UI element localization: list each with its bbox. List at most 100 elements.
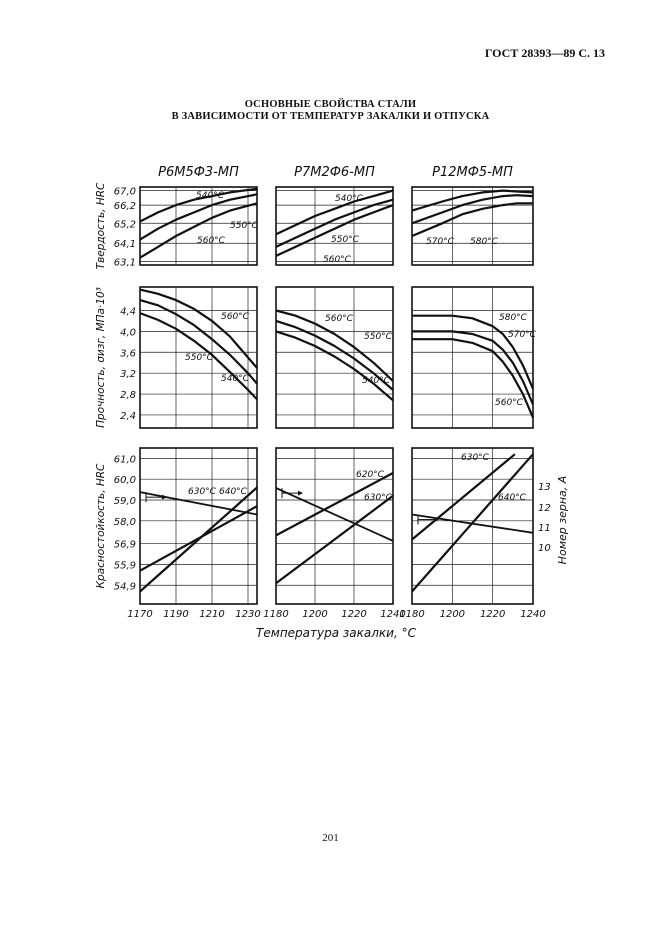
panel-frame [275,447,394,605]
series-curve [411,194,534,225]
y-tick-label: 2,8 [120,390,136,401]
x-tick-label: 1220 [480,609,505,620]
series-curve [139,288,258,369]
series-label: 550°С [331,235,360,245]
series-label: 560°С [325,314,354,324]
panel-frame [139,447,258,605]
y-tick-label: 3,6 [120,348,136,359]
y-tick-label: 61,0 [114,454,136,465]
right-tick-label: 13 [538,482,551,493]
series-label: 630°С [364,493,393,503]
grain-arrow-head [162,494,167,500]
x-axis-label: Температура закалки, °С [256,626,417,640]
x-tick-label: 1180 [263,609,288,620]
y-axis-label: Прочность, σизг, МПа·10³ [95,287,107,428]
series-curve [275,472,394,537]
right-axis-label: Номер зерна, А [556,476,569,565]
figure-title-line1: ОСНОВНЫЕ СВОЙСТВА СТАЛИ [244,99,417,110]
series-curve [139,202,258,259]
series-curve [412,314,535,390]
y-tick-label: 63,1 [114,257,136,268]
y-tick-label: 4,0 [120,327,136,338]
series-label: 620°С [356,470,385,480]
series-label: 540°С [221,374,250,384]
series-curve [275,198,394,248]
series-label: 540°С [335,194,364,204]
page-number: 201 [322,832,339,844]
panel-frame [411,286,534,429]
series-curve [139,187,258,223]
series-label: 550°С [364,332,393,342]
x-tick-label: 1170 [127,609,152,620]
series-curve [275,204,394,257]
y-tick-label: 2,4 [120,411,136,422]
y-axis-label: Красностойкость, HRC [95,463,107,588]
x-tick-label: 1190 [163,609,188,620]
x-tick-label: 1230 [235,609,260,620]
panel-frame [411,447,534,605]
x-tick-label: 1210 [199,609,224,620]
grade-title: Р6М5Ф3-МП [158,165,239,180]
x-tick-label: 1200 [302,609,327,620]
panel-frame [139,186,258,266]
figure-title-line2: В ЗАВИСИМОСТИ ОТ ТЕМПЕРАТУР ЗАКАЛКИ И ОТ… [171,111,490,122]
y-tick-label: 67,0 [114,187,136,198]
grain-size-line [275,487,394,542]
series-label: 550°С [230,221,259,231]
series-label: 550°С [185,353,214,363]
x-tick-label: 1180 [399,609,424,620]
grade-title: Р7М2Ф6-МП [294,165,375,180]
grain-size-line [139,491,258,516]
series-curve [275,330,394,402]
x-tick-label: 1200 [440,609,465,620]
series-label: 560°С [495,398,524,408]
right-tick-label: 12 [538,503,551,514]
series-label: 640°С [498,493,527,503]
y-tick-label: 54,9 [114,581,136,592]
y-tick-label: 55,9 [114,560,136,571]
y-tick-label: 56,9 [114,540,136,551]
series-curve [411,189,534,212]
series-curve [275,309,394,382]
series-label: 560°С [323,255,352,265]
x-tick-label: 1240 [520,609,545,620]
y-axis-label: Твердость, HRC [95,182,107,269]
series-curve [411,202,533,238]
series-label: 630°С [188,487,217,497]
series-curve [275,494,394,585]
series-label: 580°С [470,237,499,247]
series-label: 560°С [221,312,250,322]
series-label: 640°С [219,487,248,497]
panel-frame [139,286,258,429]
right-tick-label: 10 [538,543,551,554]
y-tick-label: 3,2 [120,369,136,380]
x-tick-label: 1220 [341,609,366,620]
series-label: 580°С [499,313,528,323]
y-tick-label: 65,2 [114,219,136,230]
right-tick-label: 11 [538,523,551,534]
series-curve [139,299,258,385]
grain-arrow-head [434,517,439,523]
series-label: 560°С [197,236,226,246]
grain-size-line [411,513,534,534]
series-curve [139,486,258,593]
y-tick-label: 58,0 [114,517,136,528]
y-tick-label: 66,2 [114,201,136,212]
series-curve [275,189,394,236]
y-tick-label: 4,4 [120,307,136,318]
panel-frame [275,286,394,429]
grade-title: Р12МФ5-МП [432,165,513,180]
series-curve [275,319,394,391]
series-curve [412,338,535,419]
series-label: 540°С [362,376,391,386]
series-curve [139,312,258,401]
x-tick-label: 1240 [380,609,405,620]
series-curve [411,453,516,541]
series-label: 630°С [461,453,490,463]
series-label: 540°С [196,191,225,201]
series-label: 570°С [508,330,537,340]
grain-arrow-head [298,490,303,496]
y-tick-label: 59,0 [114,496,136,507]
